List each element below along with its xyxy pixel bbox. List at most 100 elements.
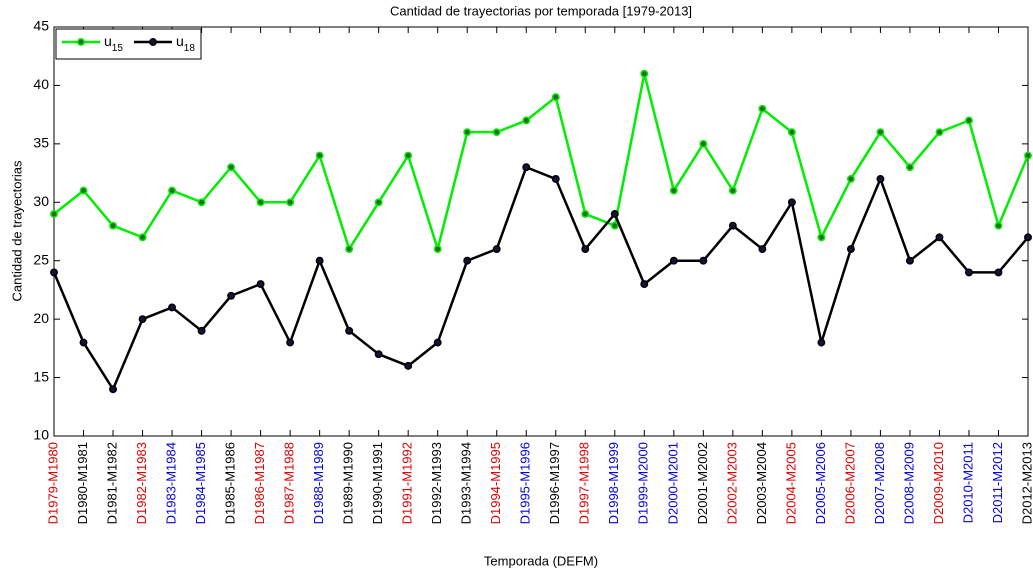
x-tick-label: D1983-M1984 (163, 442, 178, 524)
data-point (168, 186, 177, 195)
x-tick-label: D1990-M1991 (370, 442, 385, 524)
x-tick-label: D1985-M1986 (223, 442, 238, 524)
data-point (227, 291, 236, 300)
data-point (315, 256, 324, 265)
data-point (109, 385, 117, 394)
x-tick-label: D2004-M2005 (783, 442, 798, 524)
data-point (669, 186, 678, 195)
data-point (492, 128, 501, 137)
data-point (374, 350, 383, 359)
data-point (965, 268, 973, 277)
data-point (345, 326, 354, 335)
data-point (905, 256, 914, 265)
data-point (1024, 233, 1032, 242)
data-point (463, 256, 472, 265)
data-point (492, 245, 501, 253)
series-line (53, 73, 1030, 254)
y-tick-label: 15 (33, 368, 49, 384)
data-point (935, 128, 944, 137)
data-point (345, 245, 354, 253)
data-point (256, 280, 265, 289)
x-tick-label: D2002-M2003 (724, 442, 739, 524)
data-point (433, 245, 442, 253)
x-tick-label: D1986-M1987 (252, 442, 267, 524)
y-tick-label: 20 (33, 310, 49, 326)
y-tick-label: 10 (33, 427, 49, 443)
data-point (138, 233, 147, 242)
data-point (1024, 151, 1032, 160)
x-tick-label: D2011-M2012 (990, 442, 1005, 523)
x-tick-label: D1981-M1982 (104, 442, 119, 524)
x-tick-label: D1998-M1999 (606, 442, 621, 524)
data-point (994, 268, 1003, 277)
x-tick-label: D1982-M1983 (134, 442, 149, 524)
data-point (138, 315, 147, 324)
series-line (52, 165, 1029, 392)
data-point (286, 198, 295, 207)
data-point (522, 116, 531, 125)
x-tick-label: D2000-M2001 (665, 442, 680, 524)
data-point (50, 268, 58, 277)
x-tick-label: D2008-M2009 (901, 442, 916, 524)
data-point (758, 104, 767, 113)
x-tick-label: D1993-M1994 (459, 442, 474, 524)
x-tick-label: D2012-M2013 (1019, 442, 1033, 524)
x-tick-label: D1995-M1996 (518, 442, 533, 524)
data-point (79, 338, 88, 347)
data-point (817, 338, 826, 347)
data-point (758, 245, 767, 253)
x-tick-label: D2005-M2006 (813, 442, 828, 524)
x-tick-label: D2001-M2002 (695, 442, 710, 524)
data-point (905, 163, 914, 172)
data-point (374, 198, 383, 207)
data-point (728, 221, 737, 230)
y-axis-title: Cantidad de trayectorias (9, 160, 24, 301)
data-point (463, 128, 472, 137)
data-point (787, 198, 796, 207)
x-tick-label: D2009-M2010 (931, 442, 946, 524)
data-point (197, 198, 206, 207)
data-point (551, 93, 560, 102)
chart-title: Cantidad de trayectorias por temporada [… (390, 3, 692, 18)
data-point (640, 280, 649, 289)
y-tick-label: 45 (33, 18, 49, 34)
data-point (522, 163, 531, 172)
y-tick-label: 30 (33, 193, 49, 209)
legend-marker (149, 38, 157, 46)
x-tick-label: D1987-M1988 (282, 442, 297, 524)
data-point (227, 163, 236, 172)
data-point (315, 151, 324, 160)
x-tick-label: D1997-M1998 (577, 442, 592, 524)
data-point (610, 221, 619, 230)
y-tick-label: 25 (33, 251, 49, 267)
data-point (433, 338, 442, 347)
x-tick-label: D1980-M1981 (75, 442, 90, 524)
x-tick-label: D1979-M1980 (45, 442, 60, 524)
data-point (404, 151, 413, 160)
x-tick-label: D2007-M2008 (872, 442, 887, 524)
x-tick-label: D1989-M1990 (341, 442, 356, 524)
x-tick-label: D1999-M2000 (636, 442, 651, 524)
data-point (50, 210, 58, 218)
legend-marker (77, 38, 85, 46)
x-tick-label: D1994-M1995 (488, 442, 503, 524)
data-point (256, 198, 265, 207)
data-point (286, 338, 295, 347)
data-point (965, 116, 973, 125)
data-point (935, 233, 944, 242)
x-tick-label: D1988-M1989 (311, 442, 326, 524)
data-point (699, 256, 708, 265)
legend-label: u18 (176, 33, 195, 54)
y-tick-label: 35 (33, 135, 49, 151)
data-point (817, 233, 826, 242)
data-point (197, 326, 206, 335)
data-point (404, 361, 413, 370)
data-point (846, 245, 855, 253)
data-point (994, 221, 1003, 230)
data-point (581, 210, 590, 218)
x-tick-label: D1991-M1992 (400, 442, 415, 524)
data-point (876, 174, 885, 183)
data-point (581, 245, 590, 253)
x-axis-title: Temporada (DEFM) (484, 553, 598, 568)
